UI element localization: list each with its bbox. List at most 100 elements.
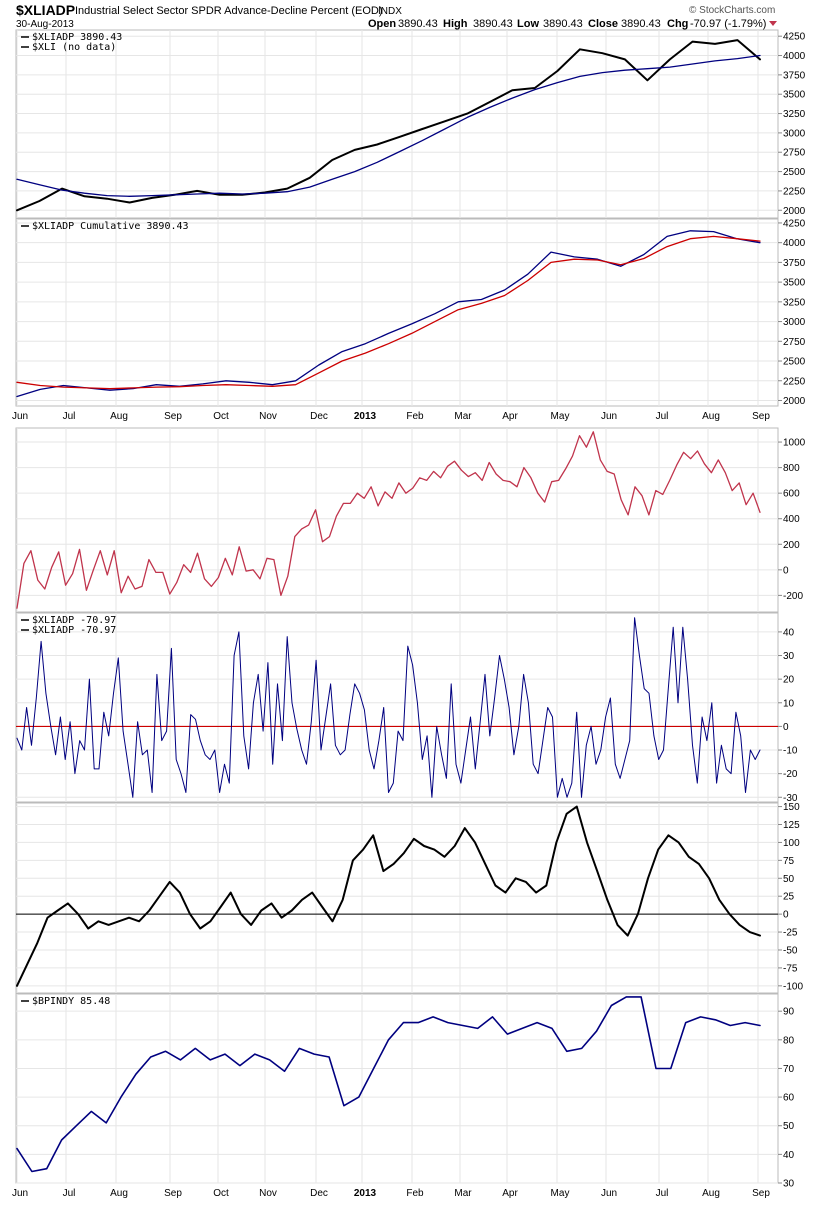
y-tick-label: -10 [783, 746, 798, 757]
panel-frame [15, 993, 779, 1184]
y-tick-label: 2250 [783, 186, 806, 197]
y-tick-label: 4000 [783, 238, 806, 249]
y-tick-label: 10 [783, 698, 795, 709]
panel-frame [15, 427, 779, 613]
legend-label: $XLIADP -70.97 [32, 615, 116, 626]
legend-label: $BPINDY 85.48 [32, 996, 110, 1007]
x-tick-label: Dec [310, 411, 328, 422]
y-tick-label: 150 [783, 802, 800, 813]
header-chg-label: Chg [667, 18, 688, 30]
y-tick-label: 3500 [783, 90, 806, 101]
y-tick-label: 1000 [783, 438, 806, 449]
y-tick-label: 30 [783, 651, 795, 662]
header-symbol: $XLIADP [16, 2, 75, 18]
x-tick-label: Jul [63, 1188, 76, 1199]
panel-frame [15, 218, 779, 407]
x-tick-label: Sep [164, 1188, 182, 1199]
series-line-1 [16, 431, 761, 609]
panel-legend: $XLIADP Cumulative 3890.43 [21, 221, 189, 232]
x-tick-label: Jun [12, 1188, 28, 1199]
x-tick-label: May [551, 411, 570, 422]
header-chg-value: -70.97 (-1.79%) [690, 18, 766, 30]
y-tick-label: 3250 [783, 297, 806, 308]
y-tick-label: 80 [783, 1035, 795, 1046]
x-tick-label: Nov [259, 411, 277, 422]
y-tick-label: 3000 [783, 317, 806, 328]
header-exchange: INDX [378, 6, 402, 17]
x-tick-label: Nov [259, 1188, 277, 1199]
header-close-value: 3890.43 [621, 18, 661, 30]
panel-ratio: -200 0 200 400 600 800 1000 [15, 427, 806, 613]
y-tick-label: -100 [783, 981, 803, 992]
y-tick-label: -25 [783, 928, 798, 939]
legend-label: $XLIADP Cumulative 3890.43 [32, 221, 189, 232]
legend-label: $XLIADP 3890.43 [32, 32, 122, 43]
header-copyright: © StockCharts.com [689, 5, 775, 16]
y-tick-label: 2250 [783, 376, 806, 387]
y-tick-label: -20 [783, 769, 798, 780]
y-tick-label: 100 [783, 838, 800, 849]
header-close-label: Close [588, 18, 618, 30]
y-tick-label: 40 [783, 1150, 795, 1161]
y-tick-label: 25 [783, 892, 795, 903]
y-tick-label: -75 [783, 963, 798, 974]
x-tick-label: Aug [702, 1188, 720, 1199]
x-tick-label: Mar [454, 1188, 472, 1199]
x-tick-label: Aug [702, 411, 720, 422]
panel-bullish-percent: 30 40 50 60 70 80 90 $BPINDY 85.48 [15, 993, 795, 1190]
x-tick-label: Sep [752, 411, 770, 422]
y-tick-label: 2000 [783, 396, 806, 407]
x-tick-label: Feb [406, 411, 424, 422]
series-line-2 [16, 54, 761, 197]
x-tick-label: Aug [110, 411, 128, 422]
panel-oscillator: -100 -75 -50 -25 0 25 50 75 100 125 150 [15, 802, 803, 994]
x-tick-label: Dec [310, 1188, 328, 1199]
x-tick-label: May [551, 1188, 570, 1199]
x-tick-label: Apr [502, 1188, 518, 1199]
series-line-2 [16, 235, 761, 390]
y-tick-label: -30 [783, 793, 798, 804]
y-tick-label: 60 [783, 1093, 795, 1104]
x-tick-label: Jul [63, 411, 76, 422]
x-tick-label: Feb [406, 1188, 424, 1199]
panel-legend: $BPINDY 85.48 [21, 996, 110, 1007]
x-tick-label: Jul [656, 1188, 669, 1199]
legend-label: $XLIADP -70.97 [32, 625, 116, 636]
x-tick-label: Sep [164, 411, 182, 422]
panel-cumulative: 2000 2250 2500 2750 3000 3250 3500 3750 4000 4250… [15, 218, 806, 407]
y-tick-label: 30 [783, 1179, 795, 1190]
series-line-1 [16, 805, 761, 987]
panel-legend: $XLIADP -70.97$XLIADP -70.97 [21, 615, 116, 636]
y-tick-label: 2500 [783, 167, 806, 178]
y-tick-label: 0 [783, 910, 789, 921]
y-tick-label: 3000 [783, 128, 806, 139]
panel-advance-decline: -30 -20 -10 0 10 20 30 40 $XLIADP -70.97$XLIADP … [15, 612, 798, 804]
x-tick-label: Sep [752, 1188, 770, 1199]
x-tick-label: Apr [502, 411, 518, 422]
y-tick-label: 4250 [783, 32, 806, 43]
header-high-value: 3890.43 [473, 18, 513, 30]
down-arrow-icon [769, 21, 777, 26]
x-tick-label: Oct [213, 411, 229, 422]
chart-header: $XLIADP Industrial Select Sector SPDR Ad… [16, 2, 777, 30]
header-date: 30-Aug-2013 [16, 19, 74, 30]
y-tick-label: -200 [783, 591, 803, 602]
header-open-label: Open [368, 18, 396, 30]
y-tick-label: 50 [783, 1121, 795, 1132]
x-tick-label: Oct [213, 1188, 229, 1199]
x-tick-label: 2013 [354, 1188, 377, 1199]
y-tick-label: 50 [783, 874, 795, 885]
x-axis-top: Jun Jul Aug Sep Oct Nov Dec 2013 Feb Mar Apr May Jun… [12, 411, 770, 422]
x-tick-label: Jun [601, 411, 617, 422]
y-tick-label: 4000 [783, 51, 806, 62]
y-tick-label: 2500 [783, 357, 806, 368]
header-description: Industrial Select Sector SPDR Advance-De… [75, 5, 383, 17]
y-tick-label: 0 [783, 722, 789, 733]
x-axis-bottom: Jun Jul Aug Sep Oct Nov Dec 2013 Feb Mar Apr May Jun… [12, 1188, 770, 1199]
y-tick-label: 0 [783, 565, 789, 576]
y-tick-label: 40 [783, 627, 795, 638]
x-tick-label: 2013 [354, 411, 377, 422]
header-open-value: 3890.43 [398, 18, 438, 30]
